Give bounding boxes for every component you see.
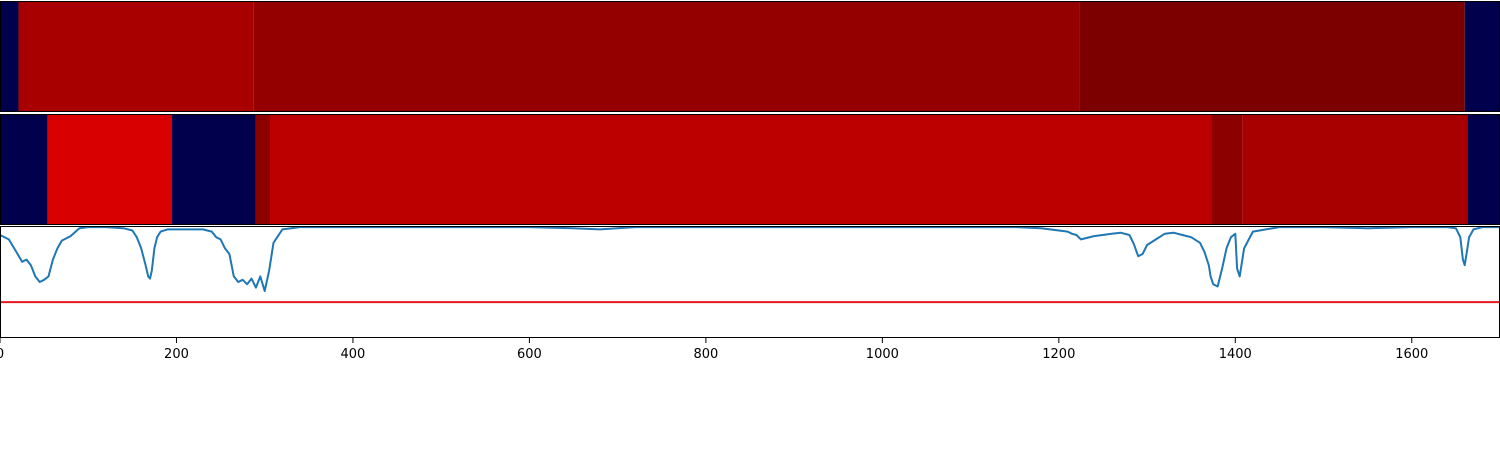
x-tick-label-5: 1000	[866, 347, 899, 362]
middle-band-cell-6	[1242, 114, 1468, 225]
middle-band-cell-0	[0, 114, 48, 225]
x-tick-label-4: 800	[693, 347, 718, 362]
middle-band-cell-2	[172, 114, 256, 225]
top-band-cell-1	[18, 1, 254, 112]
x-tick-label-2: 400	[341, 347, 366, 362]
top-heatmap-band	[0, 1, 1500, 112]
x-tick-label-7: 1400	[1219, 347, 1252, 362]
x-tick-label-6: 1200	[1042, 347, 1075, 362]
top-band-cell-3	[1079, 1, 1465, 112]
middle-band-cell-1	[47, 114, 173, 225]
top-band-cell-2	[253, 1, 1080, 112]
x-tick-label-0: 0	[0, 347, 4, 362]
top-band-cell-4	[1464, 1, 1500, 112]
series-line	[0, 226, 1500, 292]
x-tick-label-3: 600	[517, 347, 542, 362]
top-band-cell-0	[0, 1, 19, 112]
bottom-plot-frame	[0, 226, 1500, 338]
x-axis: 0 200 400 600 800 1000 1200 1400 1600	[0, 338, 1428, 362]
line-plot-panel	[0, 226, 1500, 338]
middle-heatmap-band	[0, 114, 1500, 225]
middle-band-cell-3	[255, 114, 270, 225]
middle-band-cell-5	[1211, 114, 1243, 225]
middle-band-cell-4	[270, 114, 1212, 225]
x-tick-label-8: 1600	[1395, 347, 1428, 362]
middle-band-cell-7	[1467, 114, 1500, 225]
x-tick-label-1: 200	[164, 347, 189, 362]
